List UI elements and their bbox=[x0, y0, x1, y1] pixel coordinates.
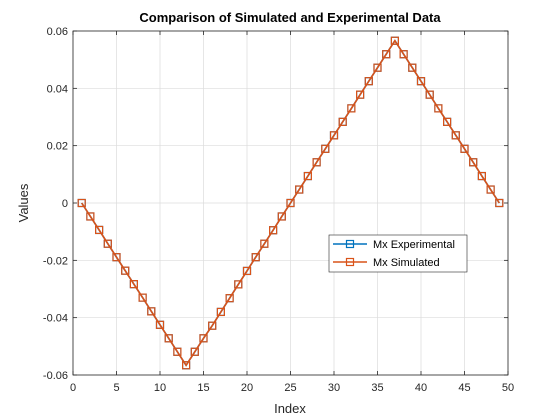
series-2-marker bbox=[121, 266, 130, 275]
series-2-marker bbox=[77, 198, 86, 208]
series-2-marker bbox=[138, 293, 147, 302]
series-2-marker bbox=[251, 253, 260, 262]
series-2-marker bbox=[103, 239, 112, 248]
series-2-marker bbox=[434, 104, 443, 113]
series-2-marker bbox=[277, 212, 286, 221]
x-tick-label: 0 bbox=[70, 382, 76, 394]
series-2-marker bbox=[182, 361, 191, 370]
series-2-marker bbox=[338, 117, 347, 126]
x-tick-label: 50 bbox=[502, 382, 514, 394]
x-tick-label: 40 bbox=[415, 382, 427, 394]
y-tick-label: -0.02 bbox=[43, 255, 68, 267]
series-2-marker bbox=[443, 117, 452, 126]
series-2-marker bbox=[373, 63, 382, 72]
series-2-marker bbox=[216, 307, 225, 317]
series-2-marker bbox=[399, 50, 408, 59]
series-2-marker bbox=[86, 212, 95, 221]
legend-label-2: Mx Simulated bbox=[373, 257, 440, 269]
y-tick-label: 0.04 bbox=[47, 83, 68, 95]
axis-ticks: 0 5 10 15 20 25 30 35 40 45 50 -0.06 -0.04 -0.02 0 0.02… bbox=[43, 26, 514, 394]
series-2-marker bbox=[312, 158, 321, 167]
x-tick-label: 20 bbox=[241, 382, 253, 394]
series-2-marker bbox=[129, 280, 138, 289]
legend-label-1: Mx Experimental bbox=[373, 239, 455, 251]
y-tick-label: -0.04 bbox=[43, 313, 68, 325]
series-2-marker bbox=[260, 239, 269, 248]
series-2-marker bbox=[364, 77, 373, 86]
series-layer bbox=[77, 36, 504, 370]
y-tick-label: -0.06 bbox=[43, 370, 68, 382]
series-2-marker bbox=[147, 307, 156, 316]
series-2-marker bbox=[416, 77, 426, 86]
series-line-2 bbox=[81, 39, 500, 367]
series-2-marker bbox=[356, 90, 365, 99]
series-2-marker bbox=[321, 144, 330, 153]
legend-marker-1 bbox=[345, 239, 355, 249]
series-2-marker bbox=[295, 185, 304, 194]
x-axis-label: Index bbox=[274, 401, 306, 416]
series-2-marker bbox=[164, 334, 173, 343]
series-2-marker bbox=[242, 266, 252, 276]
series-2-marker bbox=[286, 198, 295, 208]
series-2-marker bbox=[190, 347, 199, 356]
series-2-marker bbox=[234, 280, 243, 289]
x-tick-label: 35 bbox=[371, 382, 383, 394]
y-axis-label: Values bbox=[16, 183, 31, 222]
y-tick-label: 0 bbox=[62, 198, 68, 210]
series-2-marker bbox=[155, 320, 165, 329]
series-2-marker bbox=[208, 321, 217, 330]
series-2-marker bbox=[408, 63, 417, 72]
series-2-marker bbox=[495, 198, 504, 208]
series-2-marker bbox=[199, 334, 208, 343]
series-2-marker bbox=[382, 50, 391, 59]
x-tick-label: 15 bbox=[197, 382, 209, 394]
series-2-marker bbox=[451, 131, 460, 140]
series-2-marker bbox=[390, 36, 399, 45]
series-2-marker bbox=[477, 171, 486, 181]
series-2-marker bbox=[225, 294, 234, 303]
y-tick-label: 0.02 bbox=[47, 141, 68, 153]
series-2-marker bbox=[94, 225, 104, 235]
series-2-marker bbox=[460, 144, 469, 153]
series-2-marker bbox=[173, 347, 182, 356]
series-2-marker bbox=[486, 185, 495, 194]
series-2-marker bbox=[329, 131, 339, 140]
x-tick-label: 10 bbox=[154, 382, 166, 394]
series-2-marker bbox=[303, 171, 312, 181]
y-tick-label: 0.06 bbox=[47, 26, 68, 38]
legend: Mx Experimental Mx Simulated bbox=[328, 234, 468, 273]
x-tick-label: 5 bbox=[113, 382, 119, 394]
x-tick-label: 25 bbox=[284, 382, 296, 394]
x-tick-label: 45 bbox=[458, 382, 470, 394]
chart-title: Comparison of Simulated and Experimental… bbox=[139, 10, 441, 25]
series-2-marker bbox=[269, 226, 278, 235]
series-2-marker bbox=[112, 253, 121, 262]
x-tick-label: 30 bbox=[328, 382, 340, 394]
legend-marker-2 bbox=[345, 257, 355, 267]
series-2-marker bbox=[425, 90, 434, 99]
series-2-marker bbox=[347, 104, 356, 113]
series-2-marker bbox=[469, 158, 478, 167]
